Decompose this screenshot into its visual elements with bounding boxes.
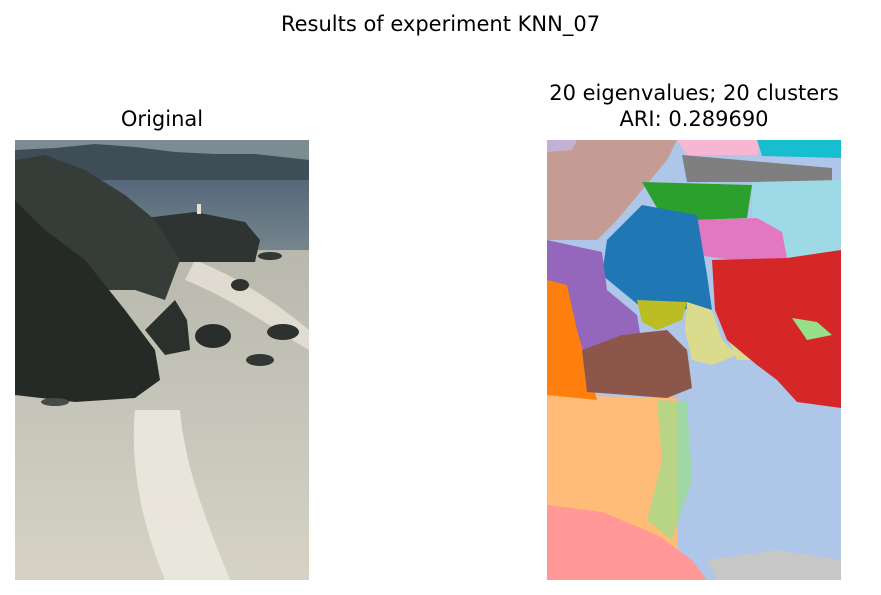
segment-tan: [547, 140, 677, 240]
segmentation-panel-title: 20 eigenvalues; 20 clusters ARI: 0.28969…: [520, 80, 868, 132]
rock-1: [195, 324, 231, 348]
segment-purple: [547, 240, 642, 365]
segment-light-green-speckle: [647, 400, 692, 540]
segment-light-green-in-red: [792, 318, 832, 340]
segment-lavender: [547, 140, 577, 152]
segmentation-title-line1: 20 eigenvalues; 20 clusters: [549, 81, 839, 105]
segment-brown: [582, 330, 692, 398]
segmentation-title-line2: ARI: 0.289690: [619, 107, 769, 131]
foam-band: [133, 410, 230, 580]
original-panel-title: Original: [120, 107, 204, 131]
rock-5: [258, 252, 282, 260]
segment-light-gray: [707, 550, 841, 580]
rock-6: [41, 398, 69, 406]
rock-4: [231, 279, 249, 291]
segment-gray: [682, 155, 832, 182]
sea-stack: [145, 300, 190, 355]
segmentation-image: [547, 140, 841, 580]
segment-light-red: [547, 505, 707, 580]
segment-light-pink: [677, 140, 762, 155]
segment-olive: [637, 300, 687, 330]
segment-khaki: [685, 302, 737, 365]
segment-cyan: [757, 140, 841, 158]
segment-pink: [697, 218, 787, 262]
segment-red: [712, 250, 841, 408]
figure-suptitle: Results of experiment KNN_07: [280, 12, 601, 36]
rock-2: [267, 324, 299, 340]
rock-3: [246, 354, 274, 366]
lower-cliff: [15, 200, 160, 402]
headland: [145, 212, 260, 262]
segment-blue: [602, 205, 712, 310]
lighthouse: [197, 204, 201, 214]
original-image: [15, 140, 309, 580]
